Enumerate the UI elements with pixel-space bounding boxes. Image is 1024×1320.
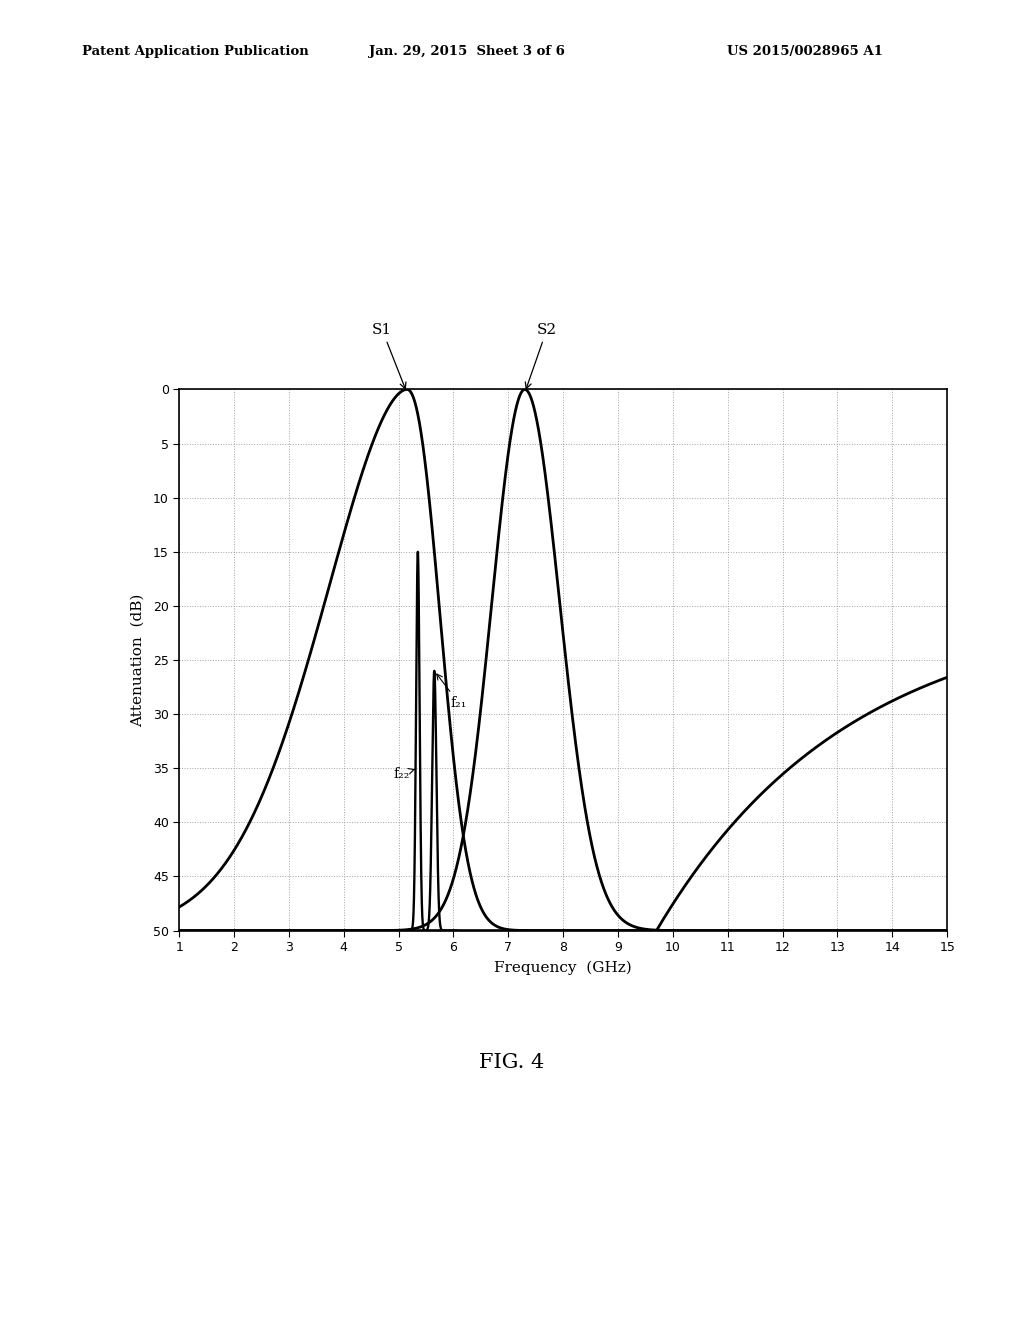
Text: f₂₁: f₂₁: [436, 675, 467, 710]
Text: Patent Application Publication: Patent Application Publication: [82, 45, 308, 58]
Text: S2: S2: [525, 323, 557, 388]
Text: f₂₂: f₂₂: [393, 767, 415, 780]
Y-axis label: Attenuation  (dB): Attenuation (dB): [130, 593, 144, 727]
X-axis label: Frequency  (GHz): Frequency (GHz): [495, 961, 632, 975]
Text: US 2015/0028965 A1: US 2015/0028965 A1: [727, 45, 883, 58]
Text: FIG. 4: FIG. 4: [479, 1053, 545, 1072]
Text: S1: S1: [372, 323, 406, 389]
Text: Jan. 29, 2015  Sheet 3 of 6: Jan. 29, 2015 Sheet 3 of 6: [369, 45, 564, 58]
